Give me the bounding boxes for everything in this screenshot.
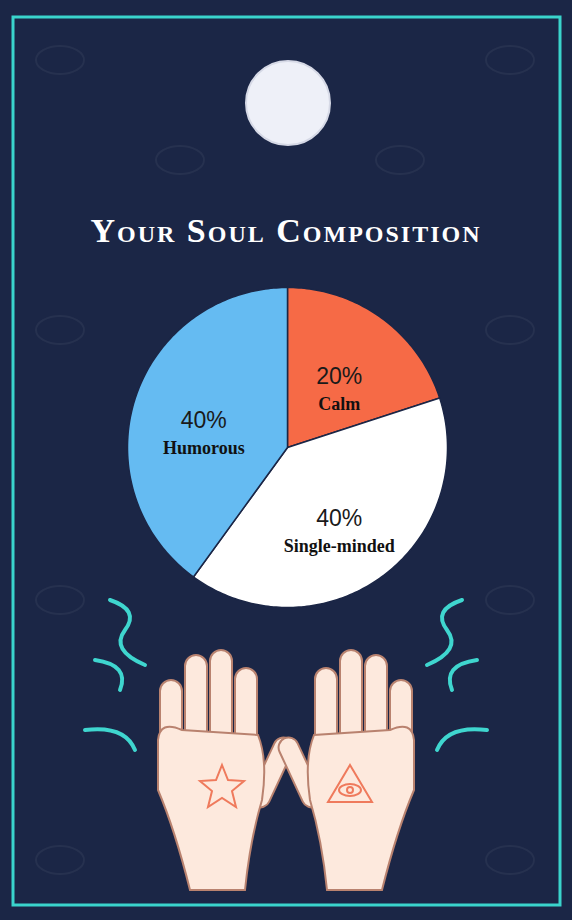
svg-text:Humorous: Humorous bbox=[163, 438, 245, 458]
svg-text:Calm: Calm bbox=[318, 394, 360, 414]
html-text:Your Soul Composition: Your Soul Composition bbox=[90, 212, 482, 249]
svg-text:40%: 40% bbox=[181, 407, 227, 433]
svg-text:20%: 20% bbox=[316, 363, 362, 389]
svg-text:40%: 40% bbox=[316, 505, 362, 531]
svg-text:Single-minded: Single-minded bbox=[284, 536, 395, 556]
